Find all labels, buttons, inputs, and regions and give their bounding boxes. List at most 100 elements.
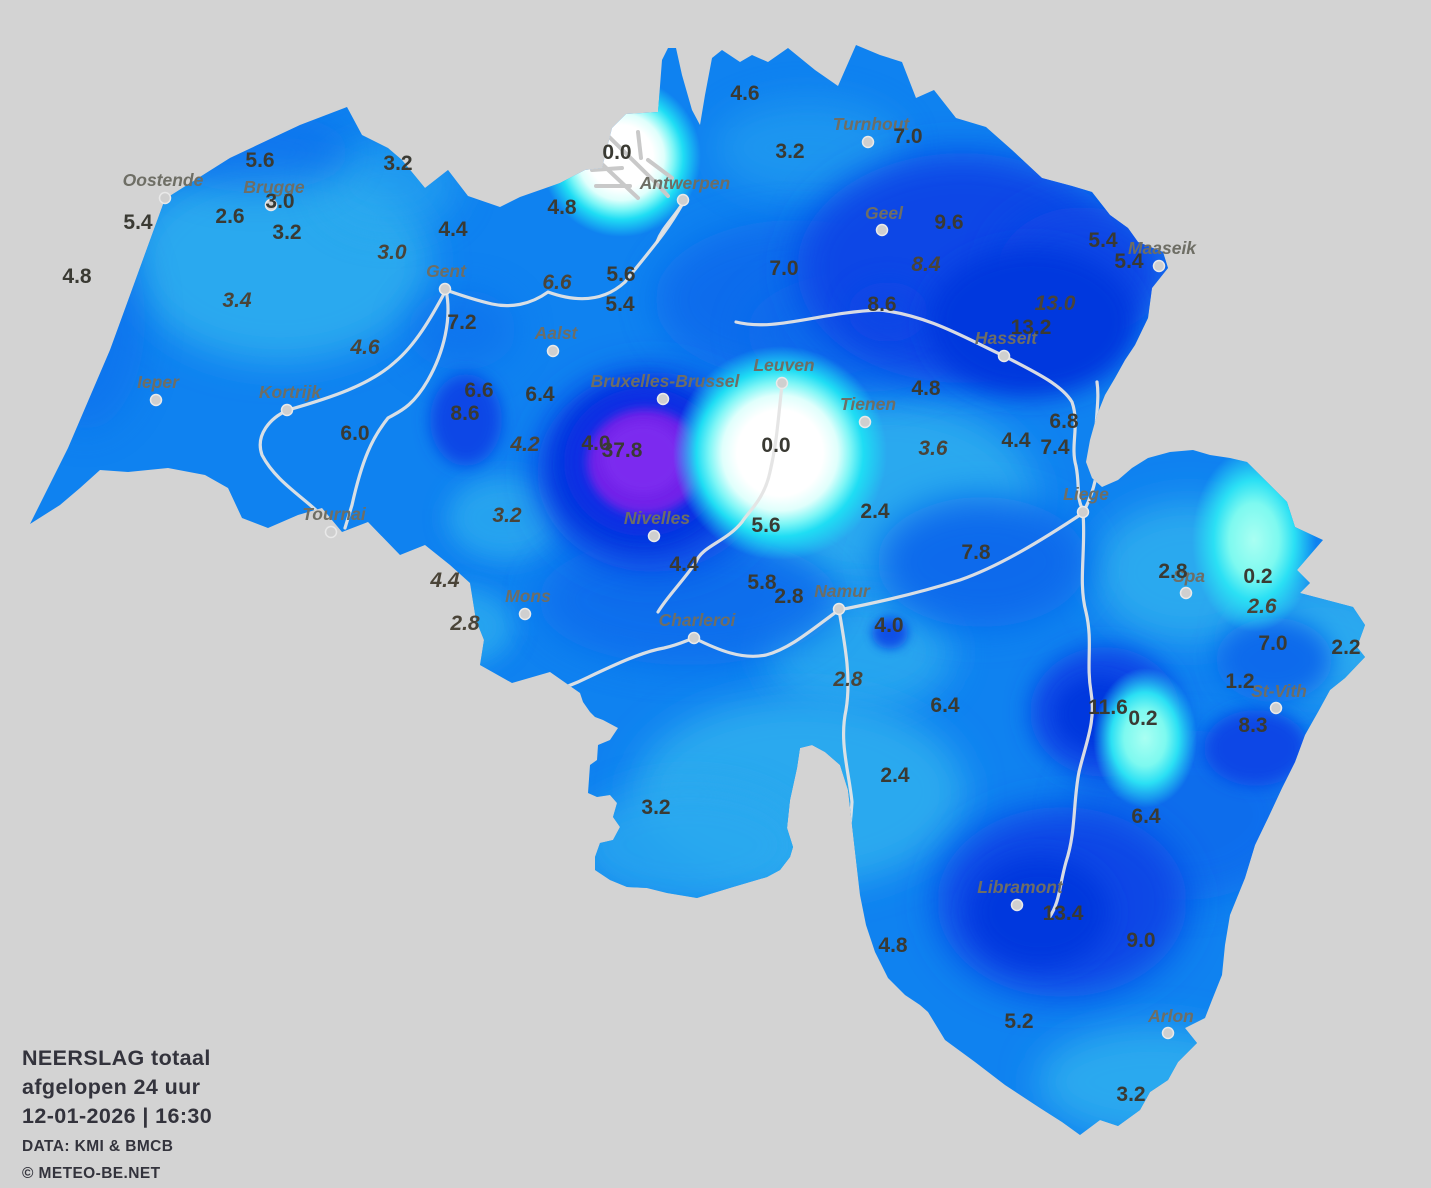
precip-value-label: 6.4 [525,383,555,406]
city-dot [149,393,163,407]
dry-spot-east-2 [1093,668,1197,808]
precip-value-label: 4.0 [581,432,610,455]
precip-value-label: 4.4 [438,218,468,241]
city-label: Leuven [753,355,814,375]
precip-value-label: 4.4 [429,569,460,592]
city-label: Tienen [840,394,896,414]
precip-value-label: 4.4 [1001,429,1031,452]
precip-value-label: 0.0 [602,141,631,164]
precip-value-label: 6.8 [1049,410,1079,433]
precip-value-label: 4.8 [911,377,941,400]
city-label: Antwerpen [639,173,730,193]
precip-value-label: 2.4 [880,764,910,787]
city-dot [687,631,701,645]
city-dot [1152,259,1166,273]
precip-value-label: 9.6 [934,211,963,234]
precip-value-label: 2.8 [774,585,804,608]
precip-value-label: 3.2 [272,221,301,244]
precip-value-label: 5.2 [1004,1010,1033,1033]
map-title: NEERSLAG totaal [22,1046,211,1070]
city-label: Arlon [1147,1006,1194,1026]
city-label: Liege [1063,484,1109,504]
precip-value-label: 4.8 [62,265,92,288]
city-label: Nivelles [624,508,690,528]
data-source: DATA: KMI & BMCB [22,1138,174,1155]
precip-value-label: 7.0 [1258,632,1287,655]
precip-value-label: 4.2 [509,433,540,456]
zero-spot-leuven [673,346,887,560]
city-label: Charleroi [659,610,737,630]
city-dot [264,198,278,212]
precip-value-label: 8.6 [867,293,896,316]
city-dot [858,415,872,429]
precip-value-label: 6.4 [930,694,960,717]
precip-value-label: 2.8 [832,668,863,691]
precip-value-label: 2.4 [860,500,890,523]
precip-value-label: 4.8 [547,196,577,219]
precip-value-label: 3.0 [377,241,407,264]
city-label: Mons [505,586,551,606]
precip-value-label: 2.8 [449,612,480,635]
city-dot [832,602,846,616]
precip-value-label: 3.6 [918,437,948,460]
precip-value-label: 4.6 [349,336,380,359]
precip-value-label: 11.6 [1088,696,1128,719]
precip-value-label: 2.2 [1331,636,1360,659]
precip-value-label: 3.2 [492,504,522,527]
city-dot [158,191,172,205]
precip-value-label: 4.8 [878,934,908,957]
precip-value-label: 13.2 [1011,316,1052,339]
city-dot [280,403,294,417]
precip-value-label: 3.0 [265,190,294,213]
city-label: Maaseik [1128,238,1197,258]
precip-value-label: 5.8 [747,571,777,594]
precip-value-label: 13.4 [1043,902,1084,925]
precip-value-label: 8.6 [450,402,479,425]
city-label: Geel [865,203,904,223]
city-dot [647,529,661,543]
precip-value-label: 6.6 [464,379,493,402]
precip-value-label: 7.4 [1040,436,1070,459]
map-datetime: 12-01-2026 | 16:30 [22,1104,213,1128]
precip-value-label: 0.2 [1243,565,1272,588]
precip-value-label: 5.4 [123,211,153,234]
city-label: Aalst [534,323,579,343]
precip-value-label: 2.6 [215,205,244,228]
precip-value-label: 3.4 [222,289,252,312]
copyright: © METEO-BE.NET [22,1165,161,1182]
precip-value-label: 37.8 [602,439,643,462]
city-dot [546,344,560,358]
precip-value-label: 3.2 [383,152,412,175]
precip-value-label: 3.2 [641,796,670,819]
city-label: Kortrijk [259,382,323,402]
precip-value-label: 2.6 [1246,595,1277,618]
city-label: Gent [426,261,467,281]
precip-value-label: 4.4 [669,553,699,576]
city-dot [518,607,532,621]
precip-value-label: 5.6 [606,263,635,286]
precip-value-label: 8.4 [911,253,941,276]
precip-value-label: 13.0 [1035,292,1076,315]
city-dot [861,135,875,149]
precip-value-label: 0.2 [1128,707,1157,730]
city-label: Namur [814,581,871,601]
precip-value-label: 1.2 [1225,670,1254,693]
precip-value-label: 6.4 [1131,805,1161,828]
precip-value-label: 4.0 [874,614,903,637]
city-dot [656,392,670,406]
precip-value-label: 6.0 [340,422,369,445]
city-label: St-Vith [1251,681,1307,701]
city-label: Bruxelles-Brussel [591,371,741,391]
city-dot [775,376,789,390]
city-label: Brugge [243,177,305,197]
precip-value-label: 5.6 [245,149,274,172]
city-label: Hasselt [975,328,1038,348]
city-label: Oostende [123,170,204,190]
precip-value-label: 8.3 [1238,714,1267,737]
precip-value-label: 5.4 [1114,250,1144,273]
precip-value-label: 5.4 [1088,229,1118,252]
precip-value-label: 7.0 [769,257,798,280]
precip-value-label: 9.0 [1126,929,1155,952]
